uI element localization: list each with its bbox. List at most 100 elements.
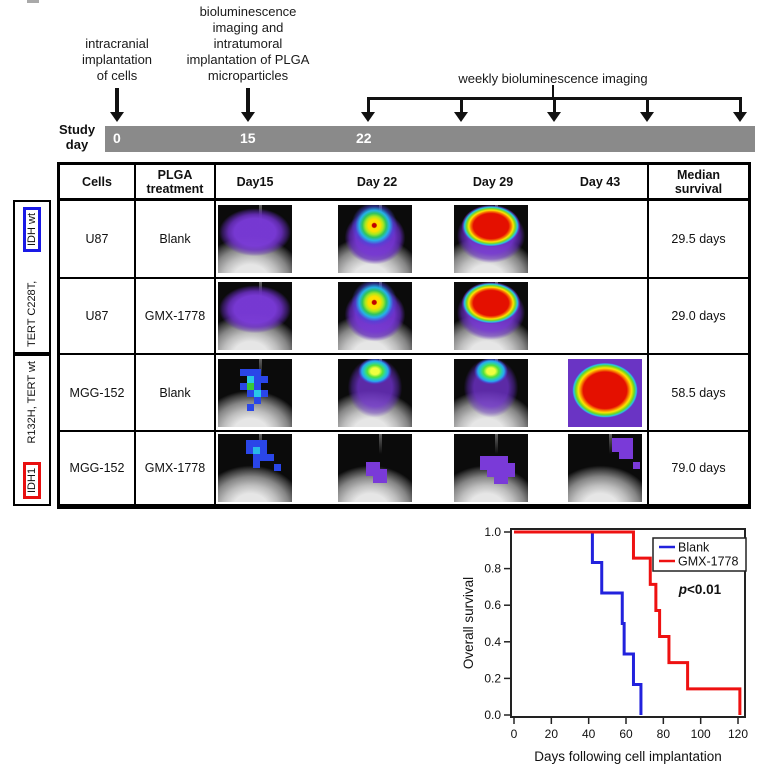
bioluminescence-image-blue-pixel-patch bbox=[218, 358, 292, 427]
timeline-day-22: 22 bbox=[356, 130, 372, 146]
arrow-day0 bbox=[115, 88, 119, 112]
kaplan-meier-chart: 0 20 40 60 80 100 120 1.0 0.8 0.6 0.4 0.2 0.0 Days fo… bbox=[461, 525, 748, 764]
genotype-group-u87: TERT C228T, IDH wt bbox=[13, 200, 51, 354]
annotation-line: microparticles bbox=[207, 68, 289, 83]
bracket-arrowhead-2-icon bbox=[454, 112, 468, 122]
treatment-label: GMX-1778 bbox=[136, 432, 216, 504]
genotype-group-mgg152: IDH1 R132H, TERT wt bbox=[13, 354, 51, 506]
signal-overlay bbox=[218, 434, 292, 502]
bioluminescence-image-cyan-green-hotspot bbox=[454, 358, 528, 427]
bioluminescence-image-small-hotspot bbox=[338, 205, 412, 273]
signal-overlay bbox=[338, 205, 412, 273]
annotation-line: weekly bioluminescence imaging bbox=[458, 71, 648, 86]
arrowhead-day0-icon bbox=[110, 112, 124, 122]
annotation-line: day bbox=[65, 137, 89, 152]
x-axis-label: Days following cell implantation bbox=[534, 749, 722, 764]
bioluminescence-image-purple-haze bbox=[218, 282, 292, 350]
signal-overlay bbox=[568, 358, 642, 427]
legend-label: Blank bbox=[678, 541, 710, 555]
signal-overlay bbox=[338, 358, 412, 427]
p-value-annotation: p<0.01 bbox=[678, 582, 722, 597]
bioluminescence-image-small-hotspot bbox=[338, 282, 412, 350]
col-header-median: Median survival bbox=[649, 165, 748, 201]
signal-overlay bbox=[338, 282, 412, 350]
legend-label: GMX-1778 bbox=[678, 555, 738, 569]
x-tick-label: 20 bbox=[545, 727, 559, 741]
bracket-arrowhead-3-icon bbox=[547, 112, 561, 122]
panel-label-artifact bbox=[27, 0, 39, 3]
genotype-text-mgg152: R132H, TERT wt bbox=[26, 361, 38, 444]
col-header-treatment: PLGA treatment bbox=[136, 165, 216, 201]
median-survival-value: 58.5 days bbox=[649, 355, 748, 432]
signal-overlay bbox=[454, 282, 528, 350]
idh1-mut-highlight-box: IDH1 bbox=[23, 461, 41, 499]
cell-line-label: U87 bbox=[60, 279, 136, 355]
signal-overlay bbox=[218, 282, 292, 350]
x-tick-label: 100 bbox=[691, 727, 711, 741]
signal-overlay bbox=[218, 205, 292, 273]
signal-overlay bbox=[338, 434, 412, 502]
image-strip bbox=[216, 279, 649, 355]
bioluminescence-image-large-red-blob bbox=[454, 282, 528, 350]
bioluminescence-image-purple-haze bbox=[218, 205, 292, 273]
y-tick-label: 0.4 bbox=[484, 635, 501, 649]
plot-frame bbox=[510, 528, 746, 718]
bracket-arrow-1 bbox=[367, 99, 370, 113]
annotation-line: imaging and bbox=[212, 20, 284, 35]
arrow-day15 bbox=[246, 88, 250, 112]
treatment-label: Blank bbox=[136, 355, 216, 432]
cell-line-label: MGG-152 bbox=[60, 355, 136, 432]
col-header-day43: Day 43 bbox=[579, 174, 621, 189]
bracket-arrow-5 bbox=[739, 99, 742, 113]
signal-overlay bbox=[568, 434, 642, 502]
timeline-bar: 0 15 22 bbox=[105, 126, 755, 152]
bioluminescence-image-blue-pixel-patch-top bbox=[218, 434, 292, 502]
bracket-arrow-4 bbox=[646, 99, 649, 113]
y-axis-label: Overall survival bbox=[461, 577, 476, 669]
bracket-line bbox=[367, 97, 742, 100]
y-tick-label: 1.0 bbox=[484, 525, 501, 539]
image-strip bbox=[216, 201, 649, 279]
col-header-day29: Day 29 bbox=[472, 174, 514, 189]
genotype-text-u87: TERT C228T, bbox=[26, 280, 38, 347]
survival-curve-gmx-1778 bbox=[514, 530, 742, 715]
treatment-label: Blank bbox=[136, 201, 216, 279]
bioluminescence-image-purple-patch-top-right bbox=[568, 434, 642, 502]
x-tick-label: 0 bbox=[511, 727, 518, 741]
median-survival-value: 29.5 days bbox=[649, 201, 748, 279]
y-tick-label: 0.2 bbox=[484, 671, 501, 685]
annotation-line: intratumoral bbox=[213, 36, 283, 51]
col-header-day15: Day15 bbox=[236, 174, 274, 189]
arrowhead-day15-icon bbox=[241, 112, 255, 122]
cell-line-label: MGG-152 bbox=[60, 432, 136, 504]
bracket-arrow-3 bbox=[553, 99, 556, 113]
bracket-arrowhead-4-icon bbox=[640, 112, 654, 122]
treatment-label: GMX-1778 bbox=[136, 279, 216, 355]
col-header-cells: Cells bbox=[60, 165, 136, 201]
cell-line-label: U87 bbox=[60, 201, 136, 279]
annotation-line: implantation bbox=[81, 52, 153, 67]
signal-overlay bbox=[454, 358, 528, 427]
bracket-arrowhead-5-icon bbox=[733, 112, 747, 122]
median-survival-value: 29.0 days bbox=[649, 279, 748, 355]
y-tick-label: 0.0 bbox=[484, 708, 501, 722]
bioluminescence-image-cyan-green-hotspot bbox=[338, 358, 412, 427]
annotation-line: of cells bbox=[96, 68, 138, 83]
y-tick-label: 0.6 bbox=[484, 598, 501, 612]
bioluminescence-image-red-fill bbox=[568, 358, 642, 427]
bracket-arrow-2 bbox=[460, 99, 463, 113]
survival-chart-panel: 0 20 40 60 80 100 120 1.0 0.8 0.6 0.4 0.2 0.0 Days fo… bbox=[460, 509, 768, 779]
timeline-day-0: 0 bbox=[113, 130, 121, 146]
bracket-stem bbox=[552, 85, 554, 98]
bracket-arrowhead-1-icon bbox=[361, 112, 375, 122]
x-tick-label: 60 bbox=[619, 727, 633, 741]
survival-curve-blank bbox=[514, 530, 643, 715]
study-day-label: Study day bbox=[50, 122, 104, 152]
bioluminescence-image-large-red-blob bbox=[454, 205, 528, 273]
signal-overlay bbox=[454, 205, 528, 273]
annotation-implantation: intracranial implantation of cells bbox=[47, 36, 187, 84]
timeline-day-15: 15 bbox=[240, 130, 256, 146]
col-header-day22: Day 22 bbox=[356, 174, 398, 189]
col-header-days: Day15 Day 22 Day 29 Day 43 bbox=[216, 165, 649, 201]
